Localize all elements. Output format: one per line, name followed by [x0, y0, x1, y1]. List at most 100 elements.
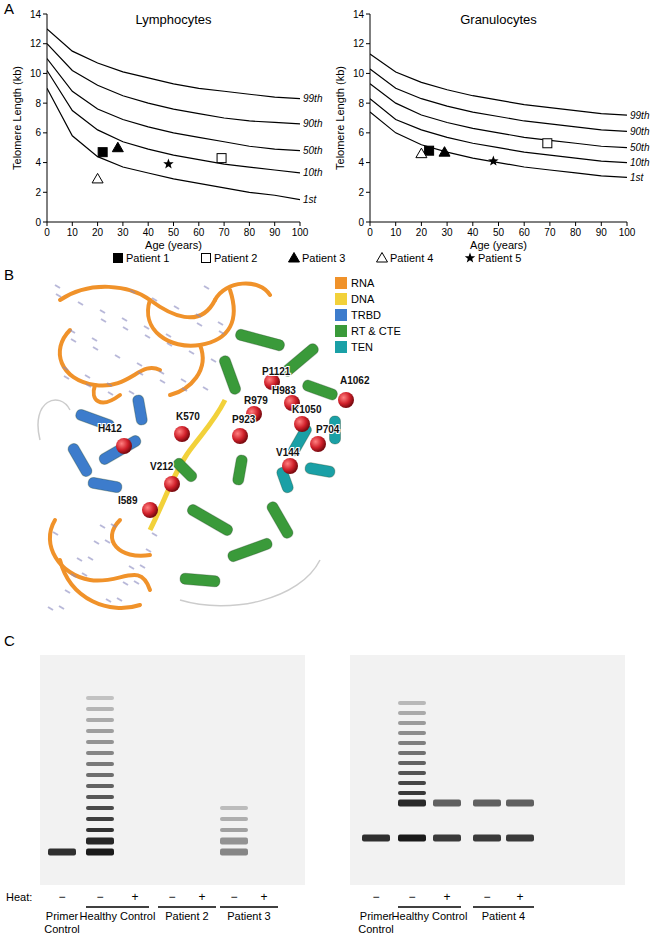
- x-tick: [173, 222, 174, 226]
- residue-sphere: [338, 392, 354, 408]
- x-tick: [47, 222, 48, 226]
- rna-base: [56, 294, 61, 297]
- residue-label: P1121: [262, 366, 291, 377]
- heat-sign: −: [96, 890, 103, 904]
- x-tick-label: 0: [44, 227, 50, 238]
- chart-title: Lymphocytes: [135, 12, 212, 27]
- patient-point: [488, 156, 498, 166]
- gel-band: [398, 800, 426, 807]
- y-tick-label: 2: [35, 187, 41, 198]
- x-tick: [575, 222, 576, 226]
- gel-background: [40, 655, 305, 885]
- helix: [186, 503, 235, 538]
- gel-band: [86, 828, 114, 832]
- gel-band: [398, 711, 426, 715]
- gel-band: [433, 835, 461, 842]
- gel-band: [362, 835, 390, 842]
- y-tick: [366, 192, 370, 193]
- x-tick-label: 30: [117, 227, 129, 238]
- y-tick: [366, 132, 370, 133]
- x-tick-label: 100: [619, 227, 636, 238]
- patient-point: [112, 142, 123, 152]
- percentile-line: [370, 112, 627, 177]
- y-tick-label: 12: [353, 38, 365, 49]
- rna-base: [129, 391, 134, 394]
- helix: [265, 500, 295, 540]
- percentile-line: [370, 99, 627, 163]
- chart-title: Granulocytes: [460, 12, 537, 27]
- rna-backbone: [148, 290, 234, 346]
- group-label: Control: [358, 923, 393, 935]
- heat-sign: −: [58, 890, 65, 904]
- plot-data: [47, 29, 300, 200]
- gel-band: [86, 718, 114, 722]
- rna-backbone: [215, 284, 270, 300]
- x-tick-label: 80: [244, 227, 256, 238]
- group-label: Patient 3: [227, 910, 270, 922]
- rna-base: [203, 387, 208, 390]
- x-tick-label: 0: [367, 227, 373, 238]
- rna-backbone: [94, 385, 120, 402]
- gel-band: [506, 800, 534, 807]
- residue-label: V144: [276, 447, 300, 458]
- residue-label: H983: [272, 385, 296, 396]
- helix: [66, 442, 94, 479]
- residue-label: I589: [118, 495, 138, 506]
- x-tick: [198, 222, 199, 226]
- percentile-line: [370, 84, 627, 148]
- gel-band: [220, 838, 248, 845]
- rna-base: [219, 331, 224, 334]
- rna-base: [189, 351, 194, 354]
- residue-sphere: [174, 426, 190, 442]
- x-tick: [148, 222, 149, 226]
- rna-base: [71, 339, 76, 342]
- rna-base: [70, 330, 75, 333]
- heat-sign: +: [198, 890, 205, 904]
- rna-base: [146, 549, 151, 552]
- key-marker: [289, 253, 300, 263]
- rna-base: [129, 566, 134, 569]
- panel-label: B: [4, 266, 14, 283]
- rna-backbone: [60, 330, 160, 386]
- gel-band: [398, 721, 426, 725]
- heat-sign: +: [516, 890, 523, 904]
- rna-base: [108, 392, 113, 395]
- key-marker: [202, 254, 211, 263]
- rna-backbone: [112, 520, 150, 556]
- gel-band: [506, 835, 534, 842]
- x-tick: [524, 222, 525, 226]
- rna-base: [92, 338, 97, 341]
- rna-backbone: [170, 345, 203, 395]
- rna-base: [78, 302, 83, 305]
- plot-data: [370, 54, 627, 177]
- y-tick: [43, 14, 47, 15]
- heat-label: Heat:: [6, 891, 32, 903]
- gel-band: [86, 817, 114, 821]
- group-label: Patient 4: [482, 910, 525, 922]
- gel-band: [86, 707, 114, 711]
- y-tick-label: 4: [35, 157, 41, 168]
- line-label: 50th: [630, 142, 650, 153]
- structure: H412V212I589K570P923R979H983K1050P1121A1…: [38, 277, 401, 610]
- line-label: 90th: [630, 126, 650, 137]
- rna-base: [138, 372, 143, 375]
- group-label: Patient 2: [165, 910, 208, 922]
- percentile-line: [47, 59, 300, 151]
- y-tick-label: 12: [30, 38, 42, 49]
- helix: [97, 434, 142, 467]
- legend-swatch: [335, 277, 347, 289]
- rna-base: [115, 355, 120, 358]
- gel-band: [86, 806, 114, 810]
- heat-sign: +: [443, 890, 450, 904]
- percentile-line: [47, 29, 300, 99]
- percentile-line: [47, 44, 300, 124]
- x-tick-label: 30: [442, 227, 454, 238]
- x-tick: [395, 222, 396, 226]
- x-tick-label: 70: [219, 227, 231, 238]
- x-tick: [97, 222, 98, 226]
- rna-base: [134, 581, 139, 584]
- line-label: 1st: [303, 194, 318, 205]
- residue-sphere: [232, 428, 248, 444]
- line-label: 99th: [630, 110, 650, 121]
- residue-sphere: [282, 458, 298, 474]
